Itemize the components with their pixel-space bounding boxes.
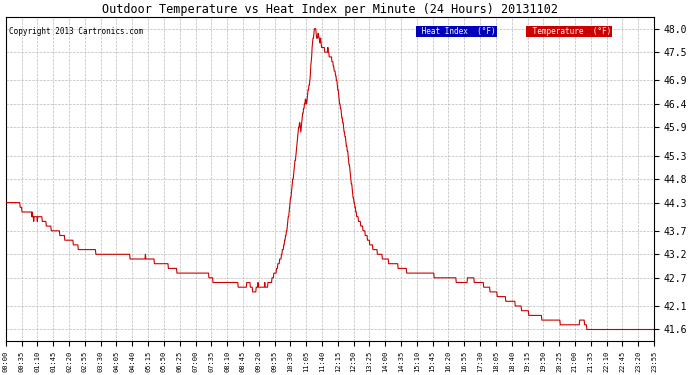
Text: Copyright 2013 Cartronics.com: Copyright 2013 Cartronics.com [9, 27, 143, 36]
Text: Temperature  (°F): Temperature (°F) [528, 27, 611, 36]
Title: Outdoor Temperature vs Heat Index per Minute (24 Hours) 20131102: Outdoor Temperature vs Heat Index per Mi… [102, 3, 558, 16]
Text: Heat Index  (°F): Heat Index (°F) [417, 27, 496, 36]
